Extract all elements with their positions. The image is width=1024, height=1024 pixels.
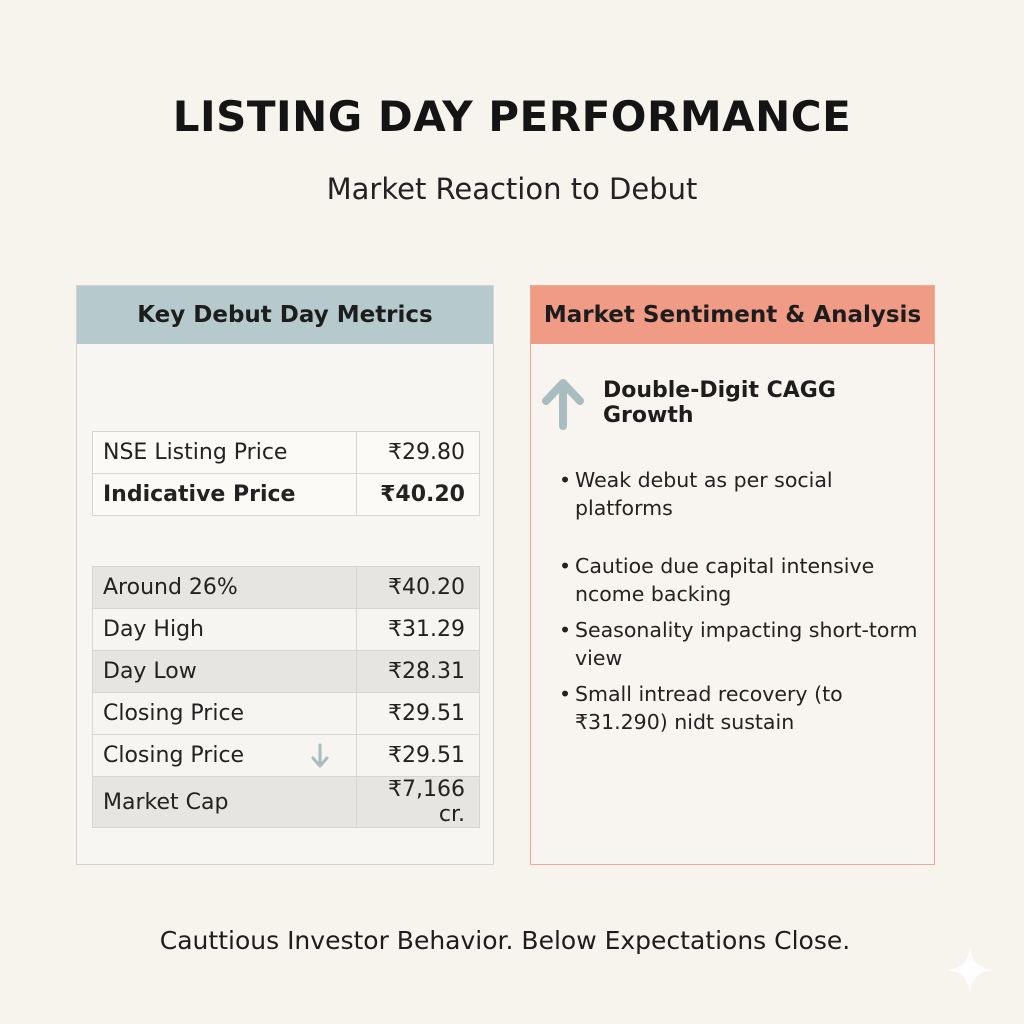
- table-row: Closing Price ₹29.51: [92, 692, 480, 735]
- metric-value: ₹29.51: [356, 734, 480, 777]
- metric-value: ₹31.29: [356, 608, 480, 651]
- table-row: Day High ₹31.29: [92, 608, 480, 651]
- list-item: Weak debut as per social platforms: [559, 466, 919, 522]
- metric-label: Market Cap: [92, 776, 357, 828]
- page-title: LISTING DAY PERFORMANCE: [172, 92, 852, 141]
- down-arrow-icon: [311, 743, 329, 768]
- table-row: Closing Price ₹29.51: [92, 734, 480, 777]
- metric-label-cell: Closing Price: [92, 734, 357, 777]
- sparkle-icon: [947, 947, 993, 993]
- page-subtitle: Market Reaction to Debut: [326, 172, 698, 206]
- metric-label: Day High: [92, 608, 357, 651]
- metric-label: Indicative Price: [92, 473, 357, 516]
- growth-label: Double-Digit CAGG Growth: [602, 378, 836, 428]
- analysis-bullet-list: Weak debut as per social platforms Cauti…: [559, 466, 919, 736]
- metric-value: ₹29.51: [356, 692, 480, 735]
- metric-value: ₹40.20: [356, 566, 480, 609]
- up-arrow-icon: [541, 379, 584, 430]
- metric-value: ₹28.31: [356, 650, 480, 693]
- table-row: Market Cap ₹7,166 cr.: [92, 776, 480, 828]
- key-metrics-header: Key Debut Day Metrics: [77, 286, 493, 344]
- key-metrics-panel: Key Debut Day Metrics NSE Listing Price …: [76, 285, 494, 865]
- metric-label: Closing Price: [92, 692, 357, 735]
- list-item: Seasonality impacting short-torm view: [559, 616, 919, 672]
- market-sentiment-panel: Market Sentiment & Analysis Double-Digit…: [530, 285, 935, 865]
- table-row: NSE Listing Price ₹29.80: [92, 431, 480, 474]
- table-row: Around 26% ₹40.20: [92, 566, 480, 609]
- metric-value: ₹7,166 cr.: [356, 776, 480, 828]
- listing-price-table: NSE Listing Price ₹29.80 Indicative Pric…: [92, 431, 480, 516]
- metric-value: ₹40.20: [356, 473, 480, 516]
- market-sentiment-header: Market Sentiment & Analysis: [531, 286, 934, 344]
- metric-label: Closing Price: [103, 743, 245, 768]
- table-row: Indicative Price ₹40.20: [92, 473, 480, 516]
- list-item: Small intread recovery (to ₹31.290) nidt…: [559, 680, 919, 736]
- trading-metrics-table: Around 26% ₹40.20 Day High ₹31.29 Day Lo…: [92, 566, 480, 828]
- footer-summary: Cauttious Investor Behavior. Below Expec…: [159, 926, 851, 955]
- metric-label: Day Low: [92, 650, 357, 693]
- metric-label: Around 26%: [92, 566, 357, 609]
- metric-value: ₹29.80: [356, 431, 480, 474]
- metric-label: NSE Listing Price: [92, 431, 357, 474]
- list-item: Cautioe due capital intensive ncome back…: [559, 552, 919, 608]
- growth-highlight: Double-Digit CAGG Growth: [541, 376, 934, 430]
- table-row: Day Low ₹28.31: [92, 650, 480, 693]
